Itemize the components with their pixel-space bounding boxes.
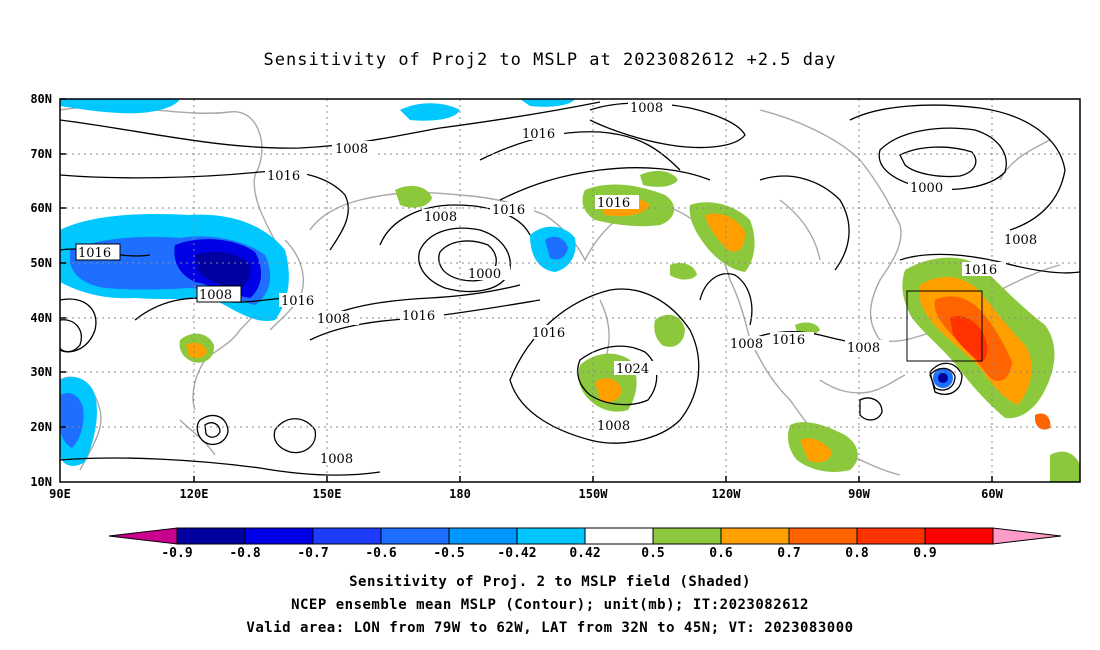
lat-label: 80N [30, 92, 52, 106]
contour-label: 1016 [964, 263, 997, 278]
contour-label: 1016 [532, 326, 565, 341]
caption-line-3: Valid area: LON from 79W to 62W, LAT fro… [246, 620, 854, 636]
colorbar-cell [584, 527, 654, 545]
map-title: Sensitivity of Proj2 to MSLP at 20230826… [263, 50, 837, 70]
lat-label: 40N [30, 311, 52, 325]
lat-label: 60N [30, 201, 52, 215]
contour-label: 1016 [492, 203, 525, 218]
contour-label: 1024 [616, 362, 649, 377]
colorbar-cell [312, 527, 382, 545]
colorbar-cell [856, 527, 926, 545]
contour-label: 1008 [335, 142, 368, 157]
colorbar-cell [652, 527, 722, 545]
colorbar-label: -0.8 [229, 546, 260, 561]
colorbar [108, 527, 1062, 545]
contour-label: 1008 [730, 337, 763, 352]
tick-marks [60, 98, 993, 482]
contour-label: 1008 [1004, 233, 1037, 248]
colorbar-cell [244, 527, 314, 545]
valid-area-box [906, 290, 983, 362]
colorbar-label: -0.42 [497, 546, 536, 561]
colorbar-labels: -0.9 -0.8 -0.7 -0.6 -0.5 -0.42 0.42 0.5 … [161, 546, 936, 561]
colorbar-arrow-low [108, 527, 178, 545]
colorbar-cell [380, 527, 450, 545]
caption-line-1: Sensitivity of Proj. 2 to MSLP field (Sh… [349, 574, 751, 590]
contour-label: 1000 [910, 181, 943, 196]
colorbar-cell [788, 527, 858, 545]
contour-label: 1008 [597, 419, 630, 434]
lon-label: 90W [848, 487, 870, 501]
colorbar-arrow-high [992, 527, 1062, 545]
longitude-labels: 90E 120E 150E 180 150W 120W 90W 60W [49, 487, 1003, 501]
contour-label: 1008 [630, 101, 663, 116]
contour-label: 1008 [847, 341, 880, 356]
contour-label: 1008 [199, 288, 232, 303]
caption-line-2: NCEP ensemble mean MSLP (Contour); unit(… [291, 597, 809, 613]
colorbar-label: 0.5 [641, 546, 664, 561]
colorbar-label: -0.5 [433, 546, 464, 561]
contour-label: 1016 [267, 169, 300, 184]
negative-sensitivity-shading [60, 99, 953, 466]
colorbar-label: 0.6 [709, 546, 733, 561]
lat-label: 70N [30, 147, 52, 161]
colorbar-label: -0.6 [365, 546, 396, 561]
contour-label: 1016 [772, 333, 805, 348]
contour-label: 1008 [424, 210, 457, 225]
colorbar-cell [176, 527, 246, 545]
latitude-labels: 80N 70N 60N 50N 40N 30N 20N 10N [30, 92, 52, 489]
contour-label: 1016 [402, 309, 435, 324]
lon-label: 180 [449, 487, 471, 501]
colorbar-label: 0.8 [845, 546, 869, 561]
colorbar-label: -0.7 [297, 546, 328, 561]
graticule [60, 99, 1080, 482]
lon-label: 120E [180, 487, 209, 501]
colorbar-label: 0.7 [777, 546, 800, 561]
lon-label: 150W [579, 487, 609, 501]
colorbar-label: 0.42 [569, 546, 600, 561]
lon-label: 90E [49, 487, 71, 501]
lon-label: 150E [313, 487, 342, 501]
contour-labels: 1008 1016 1016 1008 1016 1016 1008 1000 … [75, 100, 1046, 467]
lon-label: 60W [981, 487, 1003, 501]
plot-frame [59, 98, 1081, 483]
lat-label: 30N [30, 365, 52, 379]
colorbar-label: 0.9 [913, 546, 936, 561]
contour-label: 1008 [317, 312, 350, 327]
colorbar-label: -0.9 [161, 546, 192, 561]
colorbar-cell [720, 527, 790, 545]
contour-label: 1016 [522, 127, 555, 142]
contour-label: 1016 [597, 196, 630, 211]
lat-label: 20N [30, 420, 52, 434]
lon-label: 120W [712, 487, 742, 501]
colorbar-cell [516, 527, 586, 545]
colorbar-cell [448, 527, 518, 545]
lat-label: 50N [30, 256, 52, 270]
contour-label: 1000 [468, 267, 501, 282]
contour-label: 1016 [78, 246, 111, 261]
lat-label: 10N [30, 475, 52, 489]
colorbar-cell [924, 527, 994, 545]
contour-label: 1008 [320, 452, 353, 467]
contour-label: 1016 [281, 294, 314, 309]
